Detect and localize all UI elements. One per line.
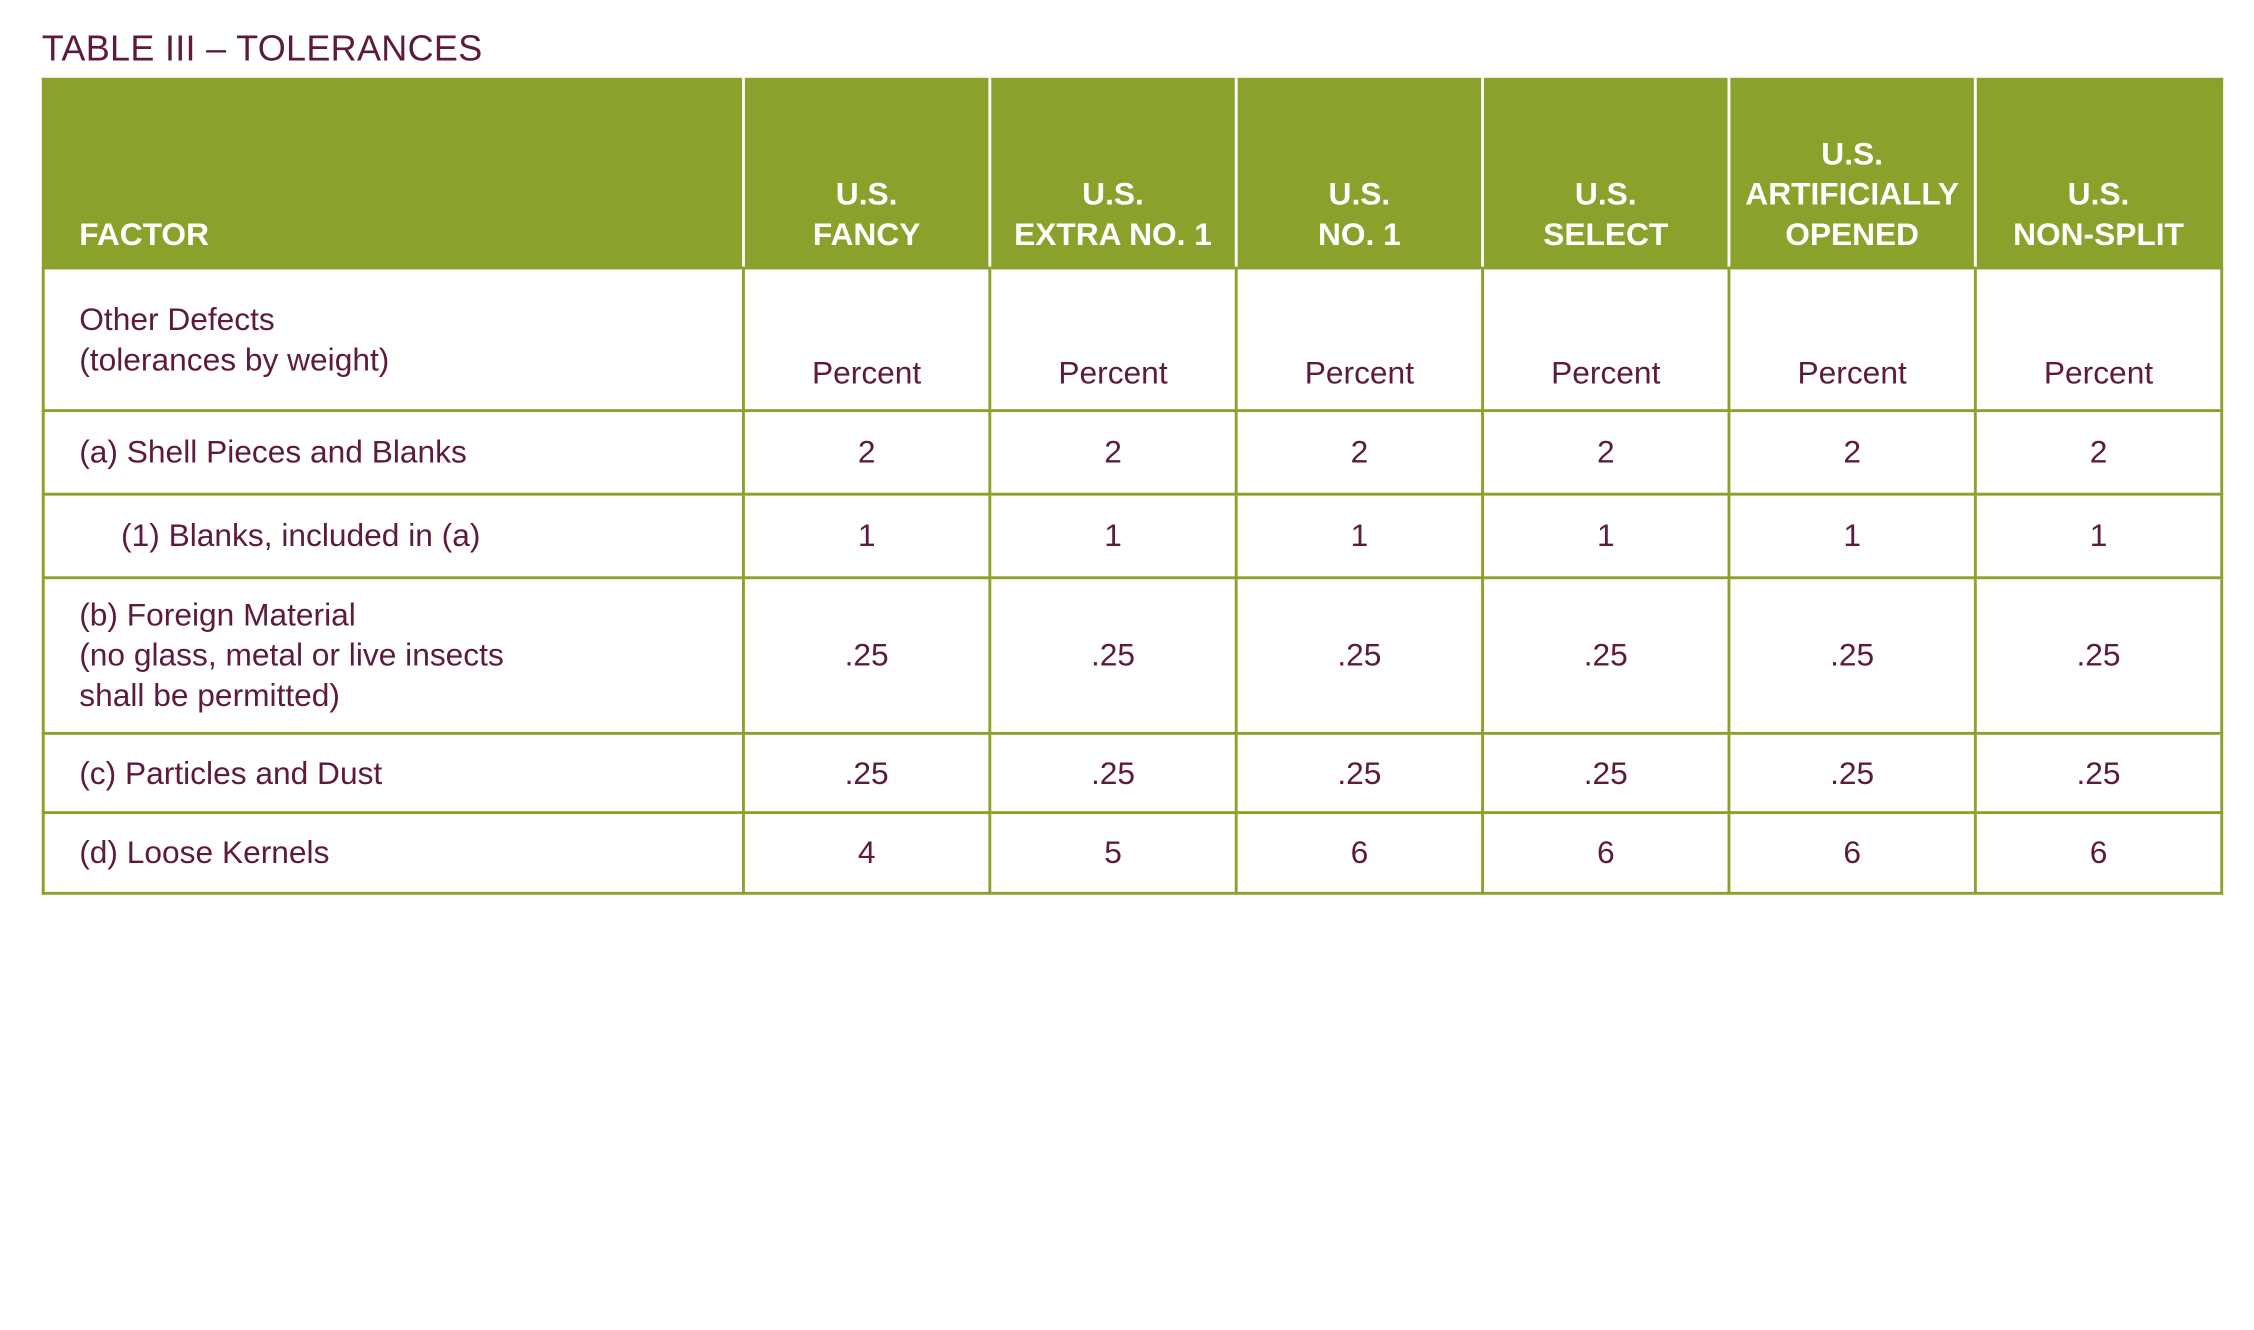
header-line: EXTRA NO. 1 (1014, 216, 1212, 253)
table-cell: Percent (1234, 266, 1485, 413)
header-line: NO. 1 (1317, 216, 1401, 253)
table-cell: .25 (1234, 731, 1485, 815)
header-us-extra-no-1: U.S. EXTRA NO. 1 (988, 77, 1238, 270)
table-cell: 6 (1727, 811, 1977, 895)
table-cell: .25 (1727, 731, 1977, 815)
row-loose-kernels: (d) Loose Kernels 4 5 6 6 6 6 (41, 811, 2224, 895)
table-cell: Percent (742, 266, 992, 413)
table-cell: .25 (988, 576, 1238, 735)
row-blanks: (1) Blanks, included in (a) 1 1 1 1 1 1 (41, 492, 2224, 580)
header-us-non-split: U.S. NON-SPLIT (1973, 77, 2224, 270)
table-cell: 2 (1727, 409, 1977, 496)
row-label-line: shall be permitted) (79, 677, 341, 714)
table-cell: .25 (1727, 576, 1977, 735)
tolerances-table: FACTOR U.S. FANCY U.S. EXTRA NO. 1 U.S. … (41, 77, 2224, 895)
table-cell: .25 (742, 731, 992, 815)
header-line: U.S. (1821, 135, 1883, 172)
row-foreign-material: (b) Foreign Material (no glass, metal or… (41, 576, 2224, 735)
row-label: (b) Foreign Material (no glass, metal or… (41, 576, 745, 735)
table-cell: 1 (742, 492, 992, 580)
row-shell-pieces: (a) Shell Pieces and Blanks 2 2 2 2 2 2 (41, 409, 2224, 496)
table-cell: 1 (1481, 492, 1731, 580)
table-cell: .25 (1481, 576, 1731, 735)
table-cell: 2 (742, 409, 992, 496)
table-cell: 6 (1481, 811, 1731, 895)
table-cell: .25 (742, 576, 992, 735)
row-label: (d) Loose Kernels (41, 811, 745, 895)
table-title: TABLE III – TOLERANCES (41, 28, 483, 70)
table-cell: 1 (1973, 492, 2224, 580)
table-cell: Percent (988, 266, 1238, 413)
row-particles-dust: (c) Particles and Dust .25 .25 .25 .25 .… (41, 731, 2224, 815)
header-us-fancy: U.S. FANCY (742, 77, 992, 270)
header-factor: FACTOR (41, 77, 745, 270)
table-cell: .25 (1234, 576, 1485, 735)
header-factor-label: FACTOR (79, 216, 209, 253)
table-cell: Percent (1727, 266, 1977, 413)
header-row: FACTOR U.S. FANCY U.S. EXTRA NO. 1 U.S. … (41, 77, 2224, 270)
row-label: (a) Shell Pieces and Blanks (41, 409, 745, 496)
table-cell: Percent (1481, 266, 1731, 413)
header-line: NON-SPLIT (2013, 216, 2184, 253)
header-line: U.S. (1574, 175, 1637, 212)
table-cell: 6 (1234, 811, 1485, 895)
table-cell: 6 (1973, 811, 2224, 895)
header-line: U.S. (2067, 175, 2130, 212)
table-cell: 2 (1234, 409, 1485, 496)
table-cell: 2 (1973, 409, 2224, 496)
header-us-select: U.S. SELECT (1481, 77, 1731, 270)
table-cell: .25 (1973, 731, 2224, 815)
header-line: U.S. (1328, 175, 1391, 212)
header-line: U.S. (835, 175, 898, 212)
header-us-artificially-opened: U.S. ARTIFICIALLY OPENED (1727, 77, 1977, 270)
row-label: (1) Blanks, included in (a) (41, 492, 745, 580)
table-cell: 2 (988, 409, 1238, 496)
header-us-no-1: U.S. NO. 1 (1234, 77, 1485, 270)
table-cell: .25 (1973, 576, 2224, 735)
table-cell: .25 (988, 731, 1238, 815)
header-line: OPENED (1785, 216, 1920, 253)
row-label-line: (no glass, metal or live insects (79, 636, 504, 673)
row-other-defects: Other Defects (tolerances by weight) Per… (41, 266, 2224, 413)
header-line: U.S. (1082, 175, 1144, 212)
table-cell: 4 (742, 811, 992, 895)
table-cell: 5 (988, 811, 1238, 895)
row-label-line: Other Defects (79, 300, 275, 337)
table-cell: 1 (1234, 492, 1485, 580)
row-label-line: (tolerances by weight) (79, 340, 390, 377)
table-cell: Percent (1973, 266, 2224, 413)
row-label: Other Defects (tolerances by weight) (41, 266, 745, 413)
table-cell: 2 (1481, 409, 1731, 496)
table-cell: 1 (988, 492, 1238, 580)
row-label: (c) Particles and Dust (41, 731, 745, 815)
table-cell: .25 (1481, 731, 1731, 815)
header-line: FANCY (812, 216, 921, 253)
table-cell: 1 (1727, 492, 1977, 580)
header-line: ARTIFICIALLY (1745, 175, 1959, 212)
row-label-line: (b) Foreign Material (79, 596, 356, 633)
header-line: SELECT (1543, 216, 1669, 253)
